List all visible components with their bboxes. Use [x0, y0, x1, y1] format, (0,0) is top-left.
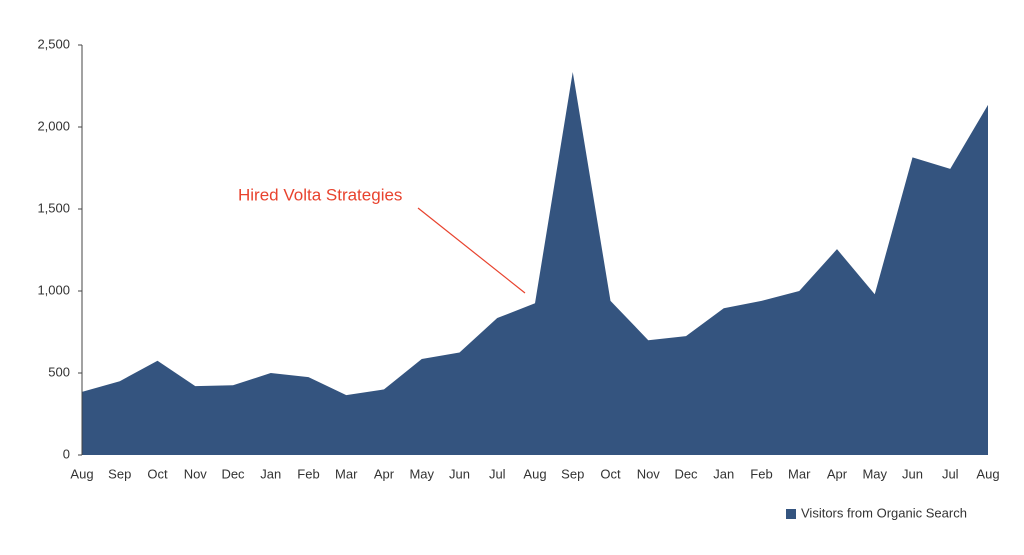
x-tick-label: Sep	[561, 466, 584, 481]
x-tick-label: Aug	[70, 466, 93, 481]
annotation: Hired Volta Strategies	[238, 185, 402, 204]
x-tick-label: Mar	[788, 466, 811, 481]
x-tick-label: Oct	[147, 466, 168, 481]
x-tick-label: Sep	[108, 466, 131, 481]
y-tick-label: 2,000	[37, 118, 70, 133]
x-tick-label: Apr	[827, 466, 848, 481]
x-tick-label: Jul	[489, 466, 506, 481]
x-tick-label: Aug	[523, 466, 546, 481]
x-tick-label: Nov	[184, 466, 208, 481]
y-tick-label: 0	[63, 446, 70, 461]
x-tick-label: May	[862, 466, 887, 481]
annotation-arrow	[417, 207, 526, 294]
x-tick-label: Feb	[297, 466, 319, 481]
x-tick-label: Jul	[942, 466, 959, 481]
x-tick-label: Aug	[976, 466, 999, 481]
x-tick-label: May	[409, 466, 434, 481]
x-tick-label: Jan	[713, 466, 734, 481]
x-tick-label: Feb	[750, 466, 772, 481]
x-tick-label: Mar	[335, 466, 358, 481]
x-tick-label: Dec	[221, 466, 245, 481]
y-tick-label: 1,000	[37, 282, 70, 297]
x-tick-label: Dec	[674, 466, 698, 481]
y-tick-label: 2,500	[37, 36, 70, 51]
x-tick-label: Jun	[449, 466, 470, 481]
legend-swatch	[786, 509, 796, 519]
x-tick-label: Apr	[374, 466, 395, 481]
y-tick-label: 1,500	[37, 200, 70, 215]
x-tick-label: Nov	[637, 466, 661, 481]
area	[82, 72, 988, 455]
legend-label: Visitors from Organic Search	[801, 505, 967, 520]
x-tick-label: Jan	[260, 466, 281, 481]
x-tick-label: Jun	[902, 466, 923, 481]
y-tick-label: 500	[48, 364, 70, 379]
x-tick-label: Oct	[600, 466, 621, 481]
